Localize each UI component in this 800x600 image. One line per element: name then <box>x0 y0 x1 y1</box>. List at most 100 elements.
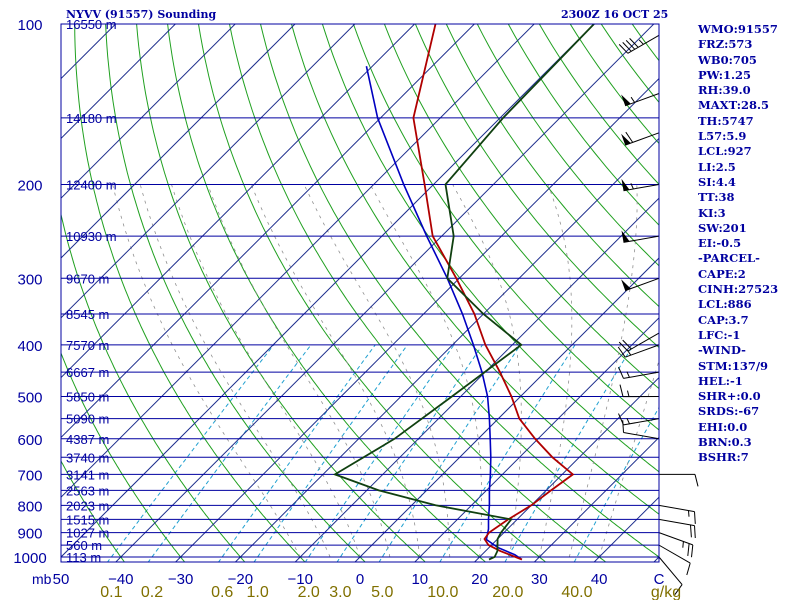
isotherm-line <box>61 24 416 379</box>
mixing-ratio-label: 0.6 <box>211 584 233 600</box>
dry-adiabat-line <box>136 24 427 562</box>
height-label: 16550 m <box>66 17 117 32</box>
index-item: SW:201 <box>698 220 747 235</box>
mixing-ratio-line <box>378 344 521 562</box>
wind-barb-flag <box>629 38 639 48</box>
wind-barb-half-flag <box>626 349 632 356</box>
mixing-ratio-label: 10.0 <box>427 584 458 600</box>
isotherm-line <box>61 24 296 259</box>
isotherm-line <box>61 24 476 439</box>
wind-barb-flag <box>617 346 626 358</box>
index-item: TT:38 <box>698 190 735 205</box>
height-label: 3740 m <box>66 450 109 465</box>
mixing-ratio-line <box>253 344 408 562</box>
wind-barb-staff <box>625 277 660 292</box>
mixing-ratio-label: 5.0 <box>371 584 393 600</box>
pressure-tick-label: 600 <box>17 432 42 449</box>
isotherm-line <box>115 24 655 562</box>
height-label: 14180 m <box>66 111 117 126</box>
wind-barb-half-flag <box>626 417 630 425</box>
index-item: RH:39.0 <box>698 83 751 98</box>
height-label: 1515 m <box>66 512 109 527</box>
wind-barb <box>658 473 699 487</box>
temperature-tick-label: 30 <box>531 571 548 588</box>
wind-barb-half-flag <box>627 390 630 397</box>
isotherm-line <box>414 317 659 562</box>
wind-barb-flag <box>625 131 634 143</box>
mixing-ratio-label: 20.0 <box>492 584 523 600</box>
mixing-ratio-line <box>439 344 576 562</box>
isotherm-line <box>473 376 659 562</box>
wind-barb-flag <box>619 384 624 397</box>
moist-adiabat-line <box>303 184 451 557</box>
height-label: 8545 m <box>66 307 109 322</box>
dry-adiabat-line <box>352 24 659 431</box>
wind-barb-pennant <box>621 178 630 191</box>
wind-barb-pennant <box>621 279 631 291</box>
temperature-tick-label: C <box>654 571 665 588</box>
wind-barb-staff <box>658 532 693 546</box>
wind-barb <box>621 277 660 292</box>
height-label: 10930 m <box>66 229 117 244</box>
wind-barb-flag <box>694 525 696 539</box>
wind-barb-flag <box>625 40 636 50</box>
isotherm-line <box>533 436 659 562</box>
wind-barb <box>658 532 694 558</box>
isotherm-line <box>0 12 8 570</box>
wind-barb <box>658 544 691 576</box>
wind-barb <box>658 556 683 595</box>
index-item: WB0:705 <box>698 52 757 67</box>
wind-barb-half-flag <box>638 39 644 45</box>
index-item: -WIND- <box>698 343 746 358</box>
plot-frame <box>60 23 660 563</box>
moist-adiabat-line <box>598 359 659 558</box>
pressure-tick-label: 500 <box>17 390 42 407</box>
isotherm-line <box>61 24 535 498</box>
height-label: 9670 m <box>66 271 109 286</box>
wind-barb-flag <box>694 511 696 524</box>
index-item: EHI:0.0 <box>698 419 748 434</box>
wind-barb <box>622 420 660 440</box>
wind-barb-staff <box>625 92 660 107</box>
isotherm-line <box>61 24 177 140</box>
moist-adiabat-line <box>171 184 361 558</box>
pressure-tick-label: 200 <box>17 177 42 194</box>
height-label: 12400 m <box>66 177 117 192</box>
dewpoint-trace <box>332 24 595 561</box>
wind-barb <box>618 413 660 426</box>
temperature-tick-label: −30 <box>168 571 193 588</box>
mixing-ratio-label: 3.0 <box>329 584 351 600</box>
mixing-ratio-line <box>304 344 455 562</box>
isotherm-line <box>61 24 236 199</box>
wind-barb <box>618 332 660 352</box>
isotherm-line <box>234 137 659 562</box>
wind-barb-staff <box>627 332 660 352</box>
wind-barb-staff <box>658 544 691 564</box>
height-label: 4387 m <box>66 432 109 447</box>
index-item: SRDS:-67 <box>698 404 760 419</box>
height-label: 7570 m <box>66 338 109 353</box>
index-item: L57:5.9 <box>698 129 747 144</box>
wind-barb-half-flag <box>630 183 634 190</box>
index-item: BRN:0.3 <box>698 435 752 450</box>
moist-adiabat-line <box>207 184 391 558</box>
index-item: FRZ:573 <box>698 37 753 52</box>
pressure-tick-label: 800 <box>17 498 42 515</box>
height-label: 5850 m <box>66 390 109 405</box>
wind-barb-pennant <box>621 94 631 106</box>
index-item: LCL:886 <box>698 297 752 312</box>
index-item: LFC:-1 <box>698 327 741 342</box>
wind-barb-flag <box>622 339 632 350</box>
index-item: SI:4.4 <box>698 174 736 189</box>
wind-barb <box>621 178 660 192</box>
wind-barb-staff <box>658 556 683 585</box>
dry-adiabat-line <box>476 24 659 267</box>
mixing-ratio-unit-label: g/kg <box>651 584 681 600</box>
isotherm-line <box>61 24 356 319</box>
mixing-ratio-label: 0.2 <box>141 584 163 600</box>
moist-adiabat-line <box>452 184 522 558</box>
temperature-tick-label: 40 <box>591 571 608 588</box>
index-item: -PARCEL- <box>698 251 760 266</box>
index-item: SHR+:0.0 <box>698 389 761 404</box>
dry-adiabat-line <box>414 24 659 349</box>
